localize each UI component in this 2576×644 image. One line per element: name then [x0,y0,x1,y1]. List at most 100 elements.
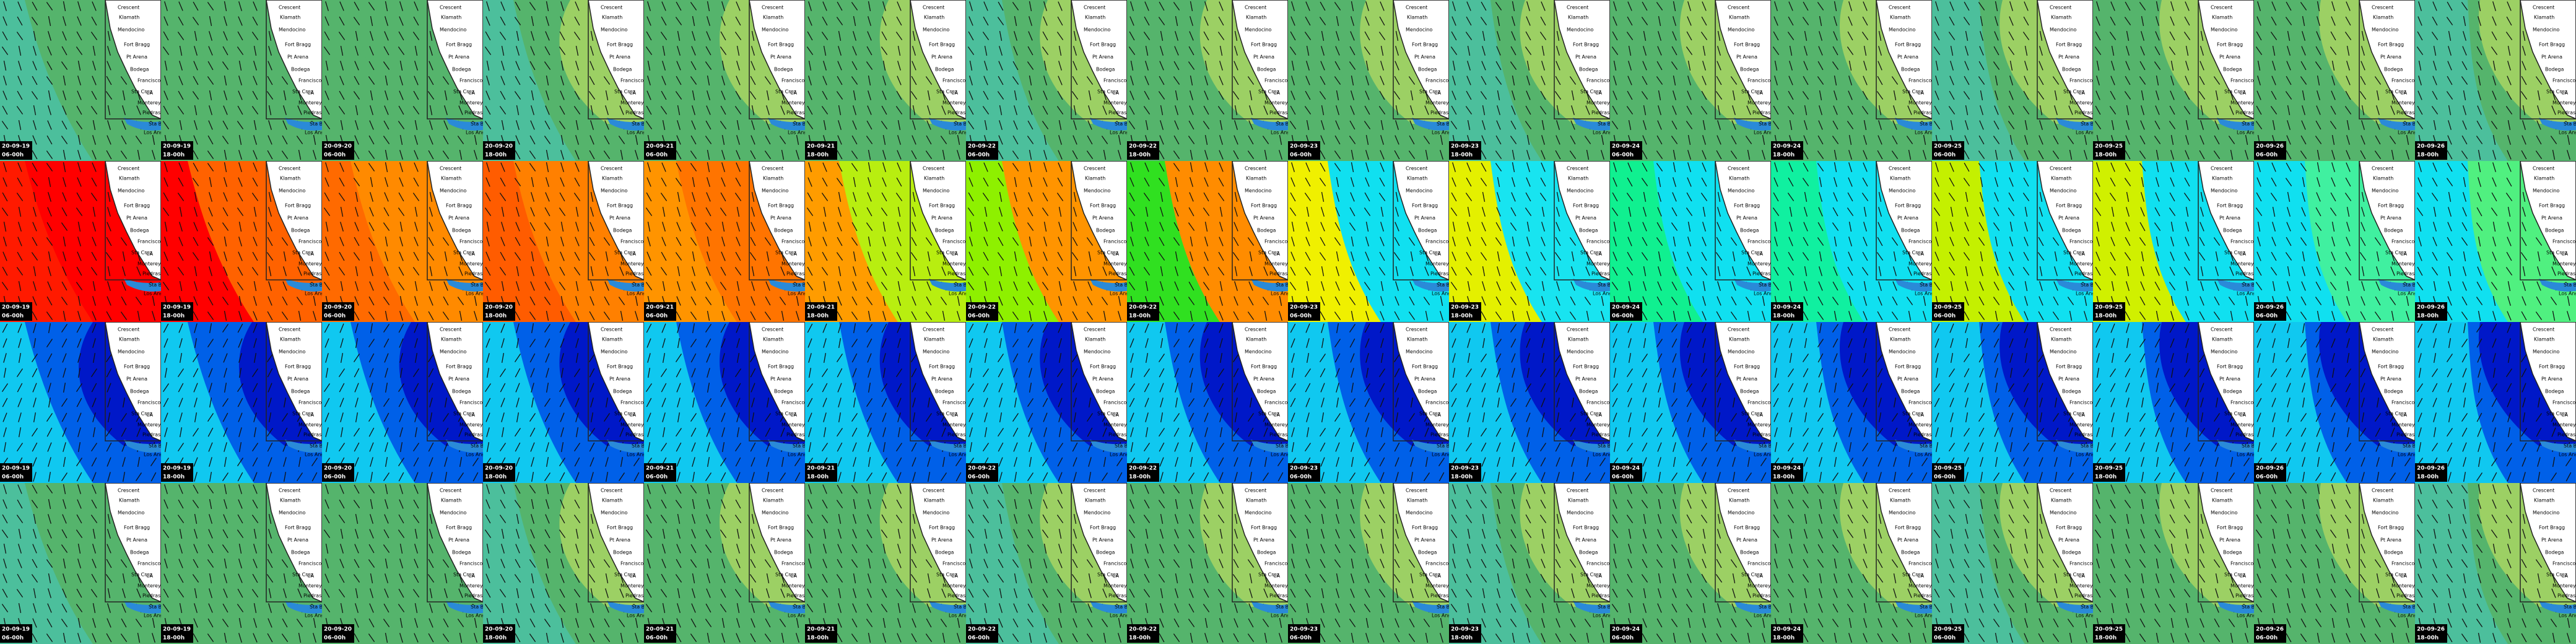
place-label: Sta Barbara [2564,282,2576,288]
wind-arrow [2447,162,2453,172]
wind-arrow [2433,281,2437,291]
wind-arrow [720,121,727,129]
wind-arrow [605,398,609,407]
wind-arrow [2492,61,2496,71]
place-label: Pt Arena [448,376,469,382]
wind-arrow [1834,251,1837,261]
wind-arrow [237,192,243,202]
map-frame [1876,161,1932,281]
coast-water [768,118,805,131]
wind-arrow [31,17,38,25]
wind-arrow [1556,120,1560,130]
wind-arrow [222,297,229,305]
wind-arrow [224,368,227,378]
wind-arrow [2271,1,2276,11]
wind-arrow [1365,150,1369,160]
wind-arrow [750,237,756,246]
wind-arrow [1145,338,1149,348]
wind-arrow [1571,266,1575,276]
place-label: Sta Barbara [2081,121,2110,127]
wind-arrow [368,353,375,363]
wind-arrow [1495,163,1502,172]
wind-arrow [16,193,24,201]
wind-arrow [194,207,198,217]
wind-arrow [1190,1,1193,11]
wind-arrow [91,383,97,393]
wind-arrow [1716,311,1722,321]
land [427,322,483,442]
wind-arrow [1217,443,1225,451]
wind-arrow [178,237,183,246]
wind-arrow [355,105,359,115]
wind-arrow [1425,311,1429,321]
wind-arrow [603,76,611,85]
wind-arrow [1159,76,1165,85]
wind-arrow [383,297,390,305]
wind-arrow [1466,251,1472,261]
wind-arrow [1672,266,1677,276]
place-label: Los Angeles [2076,130,2105,136]
place-label: CA [2239,90,2247,96]
wind-arrow [853,457,856,467]
wind-arrow [1351,16,1354,26]
wind-arrow [677,192,681,202]
wind-arrow [1158,354,1165,362]
wind-arrow [1,207,9,216]
wind-arrow [63,76,66,85]
wind-arrow [997,178,1004,186]
wind-arrow [33,472,37,482]
wind-arrow [1129,338,1134,348]
wind-arrow [2215,105,2219,115]
place-label: CA [468,412,476,418]
wind-arrow [2478,162,2481,172]
wind-arrow [1351,251,1354,261]
wind-arrow [1145,46,1149,56]
time-label: 18-00h [807,152,829,159]
wind-arrow [1175,266,1178,276]
wind-arrow [2024,76,2029,85]
wind-arrow [2255,282,2263,290]
wind-arrow [605,105,609,115]
wind-arrow [927,90,931,100]
wind-arrow [1731,281,1736,291]
place-label: Los Angeles [949,130,978,136]
wind-arrow [736,237,741,246]
wind-arrow [2024,281,2028,291]
wind-arrow [414,61,418,71]
wind-arrow [575,398,580,407]
wind-arrow [2331,237,2335,246]
wind-arrow [750,368,756,378]
wind-arrow [355,323,359,333]
wind-arrow [1762,296,1765,306]
wind-arrow [323,383,331,392]
wind-arrow [2228,136,2235,144]
place-label: Sta Barbara [471,282,500,288]
place-label: Monterey [1264,261,1288,267]
place-label: Francisco [1586,239,1609,245]
wind-arrow [339,251,345,261]
wind-arrow [560,16,565,26]
wind-arrow [1395,222,1399,232]
wind-arrow [604,120,609,130]
wind-arrow [355,120,359,130]
wind-arrow [92,237,97,246]
wind-arrow [807,266,813,276]
wind-arrow [1349,222,1356,231]
time-label: 06-00h [2256,313,2278,320]
wind-arrow [1934,31,1940,41]
wind-arrow [1248,296,1254,306]
wind-arrow [1088,90,1092,100]
wind-arrow [2522,207,2526,217]
wind-arrow [1409,135,1415,145]
wind-arrow [676,311,682,321]
place-label: Fort Bragg [285,364,311,370]
wind-arrow [2331,177,2336,187]
wind-arrow [721,251,726,261]
wind-arrow [1012,353,1019,363]
wind-arrow [61,207,67,217]
wind-arrow [1219,222,1223,232]
wind-arrow [1042,266,1048,276]
wind-arrow [179,120,183,130]
wind-arrow [2200,296,2204,306]
